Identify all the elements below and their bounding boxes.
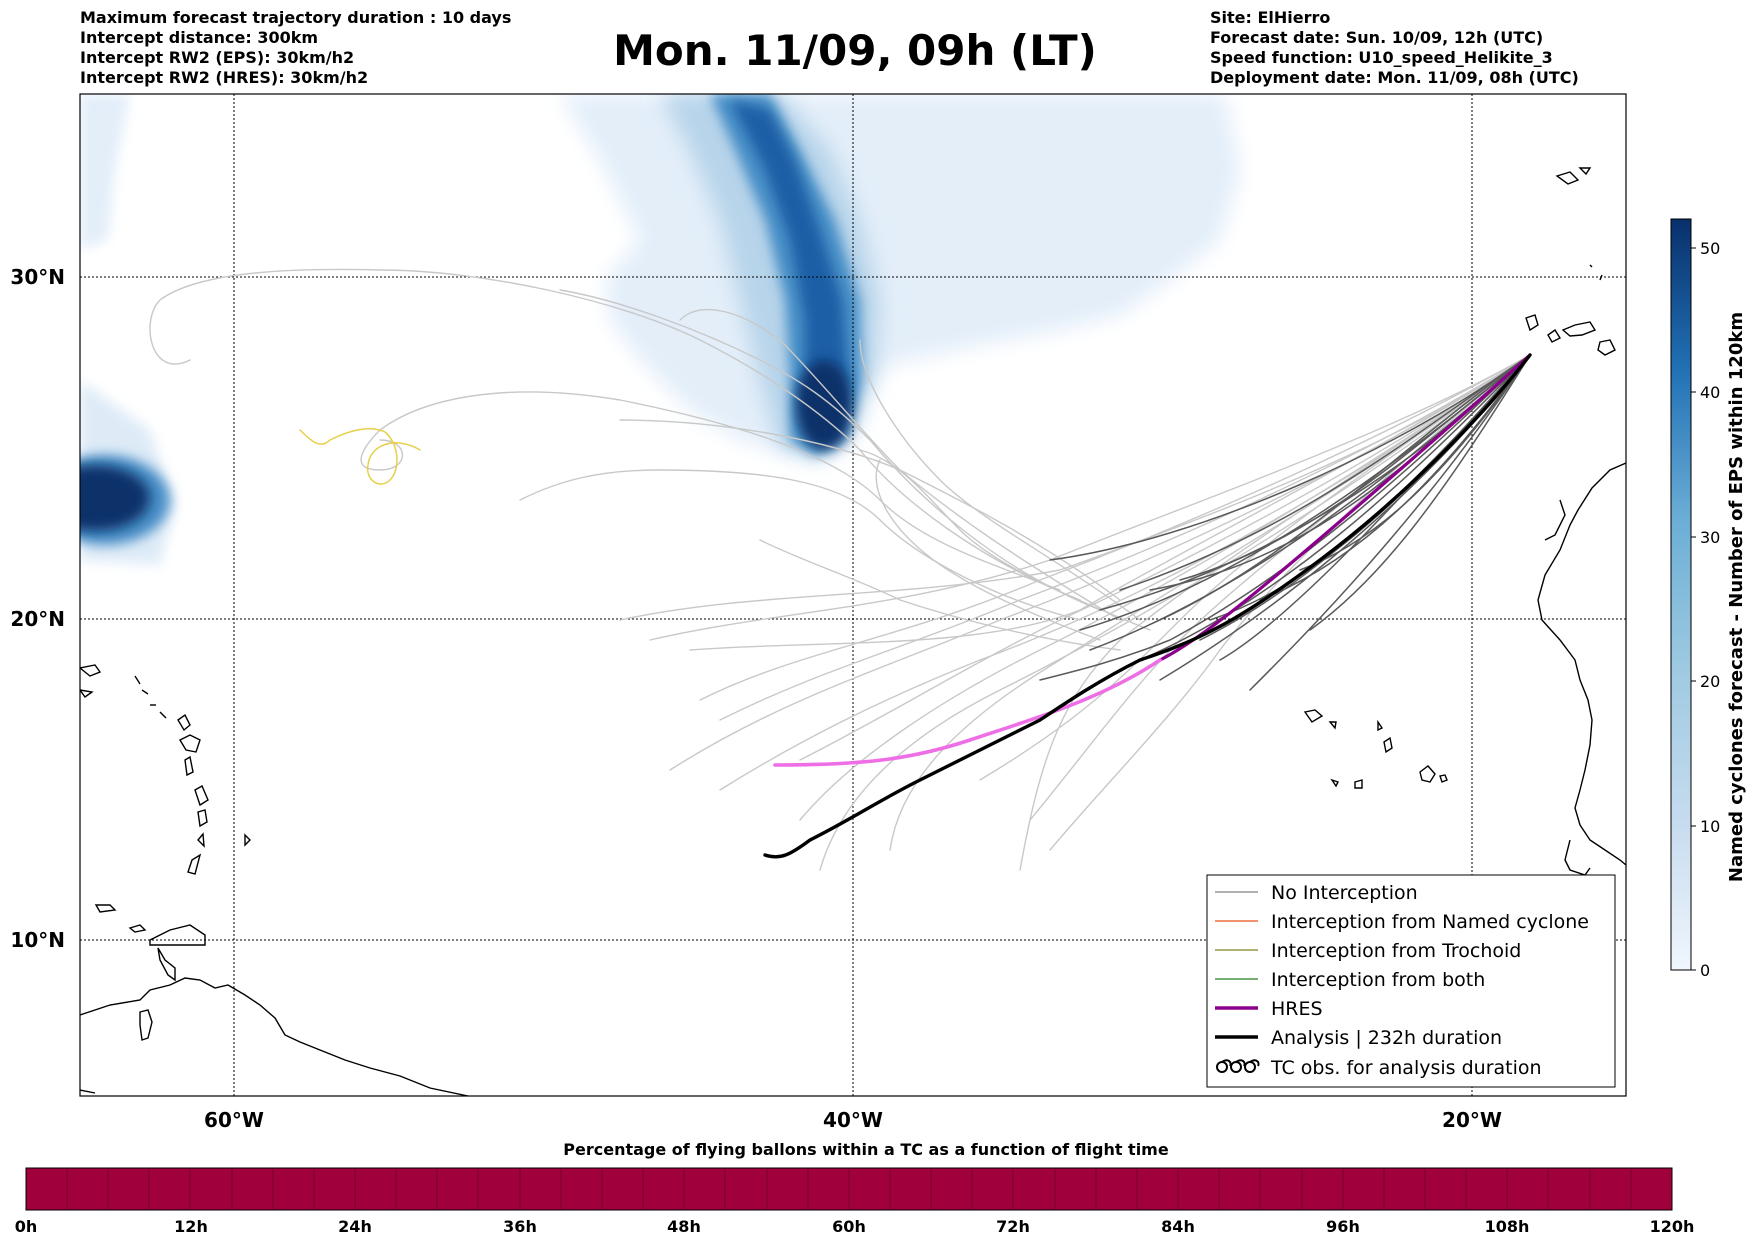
header-left-line-2: Intercept distance: 300km <box>80 28 319 47</box>
colorbar-gradient <box>1670 218 1692 971</box>
legend-item-analysis: Analysis | 232h duration <box>1215 1027 1502 1049</box>
trajectory-yellow <box>299 428 421 485</box>
flight-time-tick-60h: 60h <box>832 1217 866 1236</box>
colorbar-tick-50: 50 <box>1700 239 1720 258</box>
flight-time-bar-title: Percentage of flying ballons within a TC… <box>563 1140 1169 1159</box>
ensemble-trajectories <box>149 268 1532 871</box>
flight-time-tick-48h: 48h <box>667 1217 701 1236</box>
flight-time-tick-72h: 72h <box>996 1217 1030 1236</box>
flight-time-tick-96h: 96h <box>1326 1217 1360 1236</box>
colorbar-tick-30: 30 <box>1700 528 1720 547</box>
cyclone-symbols-icon <box>1216 1059 1260 1073</box>
flight-time-tick-120h: 120h <box>1650 1217 1695 1236</box>
colorbar-tick-0: 0 <box>1700 961 1710 980</box>
legend-label-analysis: Analysis | 232h duration <box>1271 1027 1502 1049</box>
colorbar-label: Named cyclones forecast - Number of EPS … <box>1726 312 1747 882</box>
colorbar-ticks <box>1691 247 1696 971</box>
flight-time-tick-12h: 12h <box>174 1217 208 1236</box>
legend-item-trochoid: Interception from Trochoid <box>1215 940 1521 962</box>
legend-label-hres: HRES <box>1271 998 1323 1020</box>
map-title: Mon. 11/09, 09h (LT) <box>613 26 1097 75</box>
flight-time-tick-108h: 108h <box>1485 1217 1530 1236</box>
colorbar-tick-10: 10 <box>1700 817 1720 836</box>
flight-time-tick-24h: 24h <box>338 1217 372 1236</box>
coast-canary-north <box>1555 171 1580 185</box>
lon-label-60w: 60°W <box>204 1108 264 1132</box>
trajectory-hres-late <box>773 658 1162 767</box>
colorbar-tick-20: 20 <box>1700 672 1720 691</box>
lon-label-40w: 40°W <box>823 1108 883 1132</box>
map-panel: 30°N 20°N 10°N 60°W 40°W 20°W No Interce… <box>10 93 1627 1132</box>
flight-time-bar-segments <box>66 1168 1632 1210</box>
legend-label-both: Interception from both <box>1271 969 1485 991</box>
lat-axis-labels: 30°N 20°N 10°N <box>10 265 65 952</box>
colorbar-tick-40: 40 <box>1700 383 1720 402</box>
flight-time-tick-36h: 36h <box>503 1217 537 1236</box>
legend-label-no-interception: No Interception <box>1271 882 1418 904</box>
legend-item-named-cyclone: Interception from Named cyclone <box>1215 911 1589 933</box>
legend: No Interception Interception from Named … <box>1206 874 1616 1088</box>
trajectories-light <box>149 268 1531 871</box>
header-left-line-3: Intercept RW2 (EPS): 30km/h2 <box>80 48 355 67</box>
legend-label-named-cyclone: Interception from Named cyclone <box>1271 911 1589 933</box>
header-right-line-3: Speed function: U10_speed_Helikite_3 <box>1210 48 1553 67</box>
header-right-line-4: Deployment date: Mon. 11/09, 08h (UTC) <box>1210 68 1579 87</box>
flight-time-tick-0h: 0h <box>15 1217 38 1236</box>
trajectory-analysis <box>763 353 1532 859</box>
map-frame <box>79 93 1627 1097</box>
flight-time-tick-84h: 84h <box>1161 1217 1195 1236</box>
coast-island-a <box>149 924 206 946</box>
flight-time-ticks: 0h 12h 24h 36h 48h 60h 72h 84h 96h 108h … <box>15 1217 1695 1236</box>
header-left-line-1: Maximum forecast trajectory duration : 1… <box>80 8 512 27</box>
lat-label-10n: 10°N <box>10 928 65 952</box>
lon-axis-labels: 60°W 40°W 20°W <box>204 1108 1502 1132</box>
legend-item-tc-obs: TC obs. for analysis duration <box>1216 1057 1542 1079</box>
lat-label-30n: 30°N <box>10 265 65 289</box>
legend-box <box>1206 874 1616 1088</box>
flight-time-bar: Percentage of flying ballons within a TC… <box>15 1140 1695 1236</box>
legend-label-trochoid: Interception from Trochoid <box>1271 940 1521 962</box>
legend-item-hres: HRES <box>1215 998 1323 1020</box>
legend-item-no-interception: No Interception <box>1215 882 1418 904</box>
header-right-line-1: Site: ElHierro <box>1210 8 1331 27</box>
lat-label-20n: 20°N <box>10 607 65 631</box>
header-right-line-2: Forecast date: Sun. 10/09, 12h (UTC) <box>1210 28 1544 47</box>
coast-canary-islands <box>1525 314 1539 332</box>
legend-label-tc-obs: TC obs. for analysis duration <box>1270 1057 1542 1079</box>
trajectory-hres <box>1158 353 1532 662</box>
coast-south-america <box>80 977 469 1096</box>
legend-item-both: Interception from both <box>1215 969 1485 991</box>
header-left-line-4: Intercept RW2 (HRES): 30km/h2 <box>80 68 369 87</box>
coast-west-africa <box>1537 462 1626 866</box>
coastlines <box>80 167 1626 1096</box>
lon-label-20w: 20°W <box>1442 1108 1502 1132</box>
coast-cape-verde <box>1303 709 1324 723</box>
colorbar: 0 10 20 30 40 50 Named cyclones forecast… <box>1670 218 1747 980</box>
